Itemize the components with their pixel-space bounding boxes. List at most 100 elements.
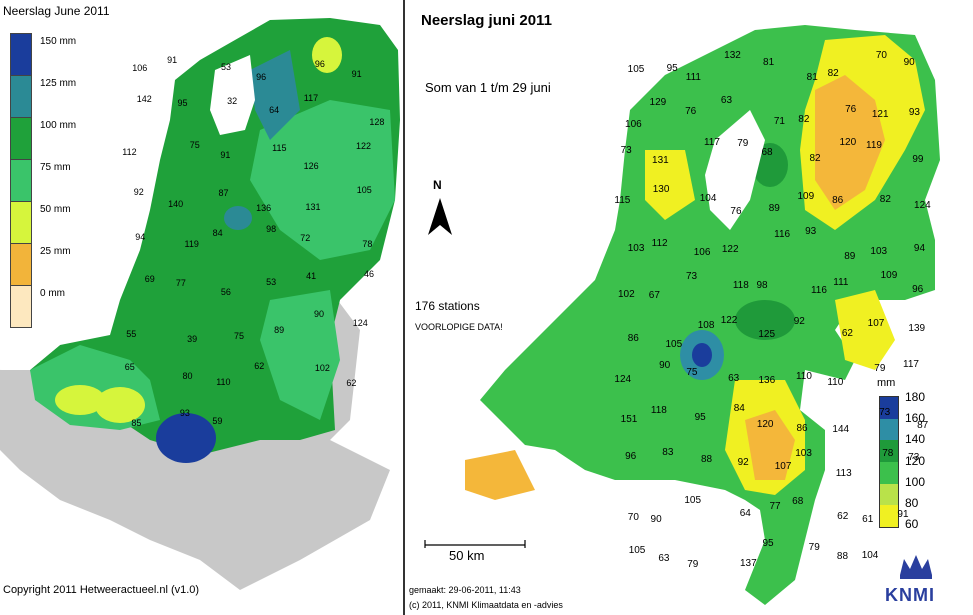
zone-150-south (156, 413, 216, 463)
station-value: 102 (314, 363, 330, 374)
station-value: 73 (685, 271, 698, 283)
station-value: 137 (740, 558, 757, 570)
station-value: 55 (126, 328, 137, 339)
station-value: 103 (795, 447, 812, 459)
station-value: 128 (369, 117, 385, 128)
station-value: 91 (897, 508, 909, 520)
station-value: 103 (870, 246, 888, 258)
station-value: 113 (835, 468, 852, 480)
station-value: 131 (305, 201, 321, 212)
legend-label: 120 (905, 454, 926, 468)
station-value: 117 (703, 137, 720, 149)
legend-swatch (880, 397, 898, 419)
station-value: 108 (697, 320, 715, 332)
station-value: 126 (303, 160, 319, 171)
legend-swatch (880, 418, 898, 441)
station-value: 87 (917, 419, 929, 431)
station-value: 91 (351, 68, 362, 79)
zone-125-north (250, 50, 300, 140)
station-value: 69 (144, 273, 155, 284)
station-value: 88 (836, 550, 849, 562)
legend-label: 180 (905, 390, 926, 404)
legend-label: 25 mm (40, 246, 71, 257)
station-value: 125 (758, 328, 776, 340)
station-value: 107 (774, 461, 792, 473)
station-value: 62 (346, 377, 357, 388)
north-label: N (433, 178, 442, 192)
station-value: 105 (356, 184, 372, 195)
station-value: 68 (792, 495, 804, 507)
station-value: 110 (827, 377, 844, 389)
station-value: 119 (184, 238, 199, 249)
station-value: 73 (879, 406, 891, 418)
station-value: 92 (793, 315, 805, 327)
station-value: 131 (652, 155, 669, 167)
station-value: 120 (839, 137, 857, 149)
station-value: 102 (617, 289, 635, 301)
knmi-crown-icon (900, 555, 932, 579)
station-value: 105 (665, 339, 683, 351)
station-value: 87 (218, 187, 229, 198)
station-value: 122 (356, 141, 372, 152)
right-copyright: (c) 2011, KNMI Klimaatdata en -advies (409, 600, 563, 610)
station-value: 75 (189, 140, 200, 151)
station-value: 117 (303, 93, 319, 104)
station-value: 96 (256, 71, 267, 82)
station-value: 104 (861, 550, 879, 562)
station-value: 115 (614, 195, 631, 207)
station-value: 136 (758, 374, 776, 386)
station-value: 130 (652, 184, 670, 196)
station-value: 90 (313, 309, 324, 320)
legend-swatch (10, 244, 32, 286)
zone-180-center (692, 343, 712, 367)
station-value: 93 (908, 106, 920, 118)
station-value: 95 (177, 98, 188, 109)
legend-swatch (880, 505, 898, 527)
station-value: 111 (685, 72, 701, 84)
station-value: 75 (686, 367, 698, 379)
right-map-title: Neerslag juni 2011 (421, 12, 552, 29)
legend-swatch (10, 76, 32, 118)
legend-label: 160 (905, 411, 926, 425)
zone-75-east (250, 100, 395, 260)
station-value: 112 (651, 238, 668, 250)
ijsselmeer-right (705, 110, 765, 230)
station-value: 110 (216, 376, 231, 387)
station-value: 73 (908, 452, 920, 464)
station-value: 106 (625, 118, 642, 130)
station-value: 86 (796, 423, 808, 435)
station-value: 98 (756, 279, 768, 291)
station-value: 119 (866, 139, 882, 151)
station-value: 93 (805, 225, 817, 237)
legend-swatch (10, 286, 32, 328)
legend-swatch (880, 440, 898, 462)
station-value: 91 (220, 149, 231, 160)
station-value: 81 (806, 71, 818, 83)
left-precip-map (0, 18, 400, 590)
station-value: 120 (756, 419, 774, 431)
zone-125-center (224, 206, 252, 230)
legend-swatch (880, 483, 898, 506)
station-value: 39 (187, 333, 198, 344)
station-value: 109 (797, 190, 815, 202)
station-value: 95 (666, 62, 678, 74)
zone-50-c (312, 37, 342, 73)
legend-swatch (880, 461, 898, 484)
station-value: 118 (732, 280, 749, 292)
station-value: 67 (648, 289, 660, 301)
legend-label: 125 mm (40, 78, 77, 89)
left-copyright: Copyright 2011 Hetweeractueel.nl (v1.0) (3, 584, 200, 596)
right-precip-map (424, 25, 940, 605)
legend-swatch (10, 118, 32, 160)
station-value: 46 (364, 268, 375, 279)
zone-60-north (815, 75, 885, 210)
station-value: 112 (122, 146, 137, 157)
station-value: 82 (827, 68, 839, 80)
station-value: 90 (659, 359, 671, 371)
station-value: 62 (254, 361, 265, 372)
zone-60-sw (465, 450, 535, 500)
station-value: 85 (131, 418, 142, 428)
legend-swatch (10, 202, 32, 244)
zone-140-east (735, 300, 795, 340)
scale-label: 50 km (449, 548, 485, 563)
